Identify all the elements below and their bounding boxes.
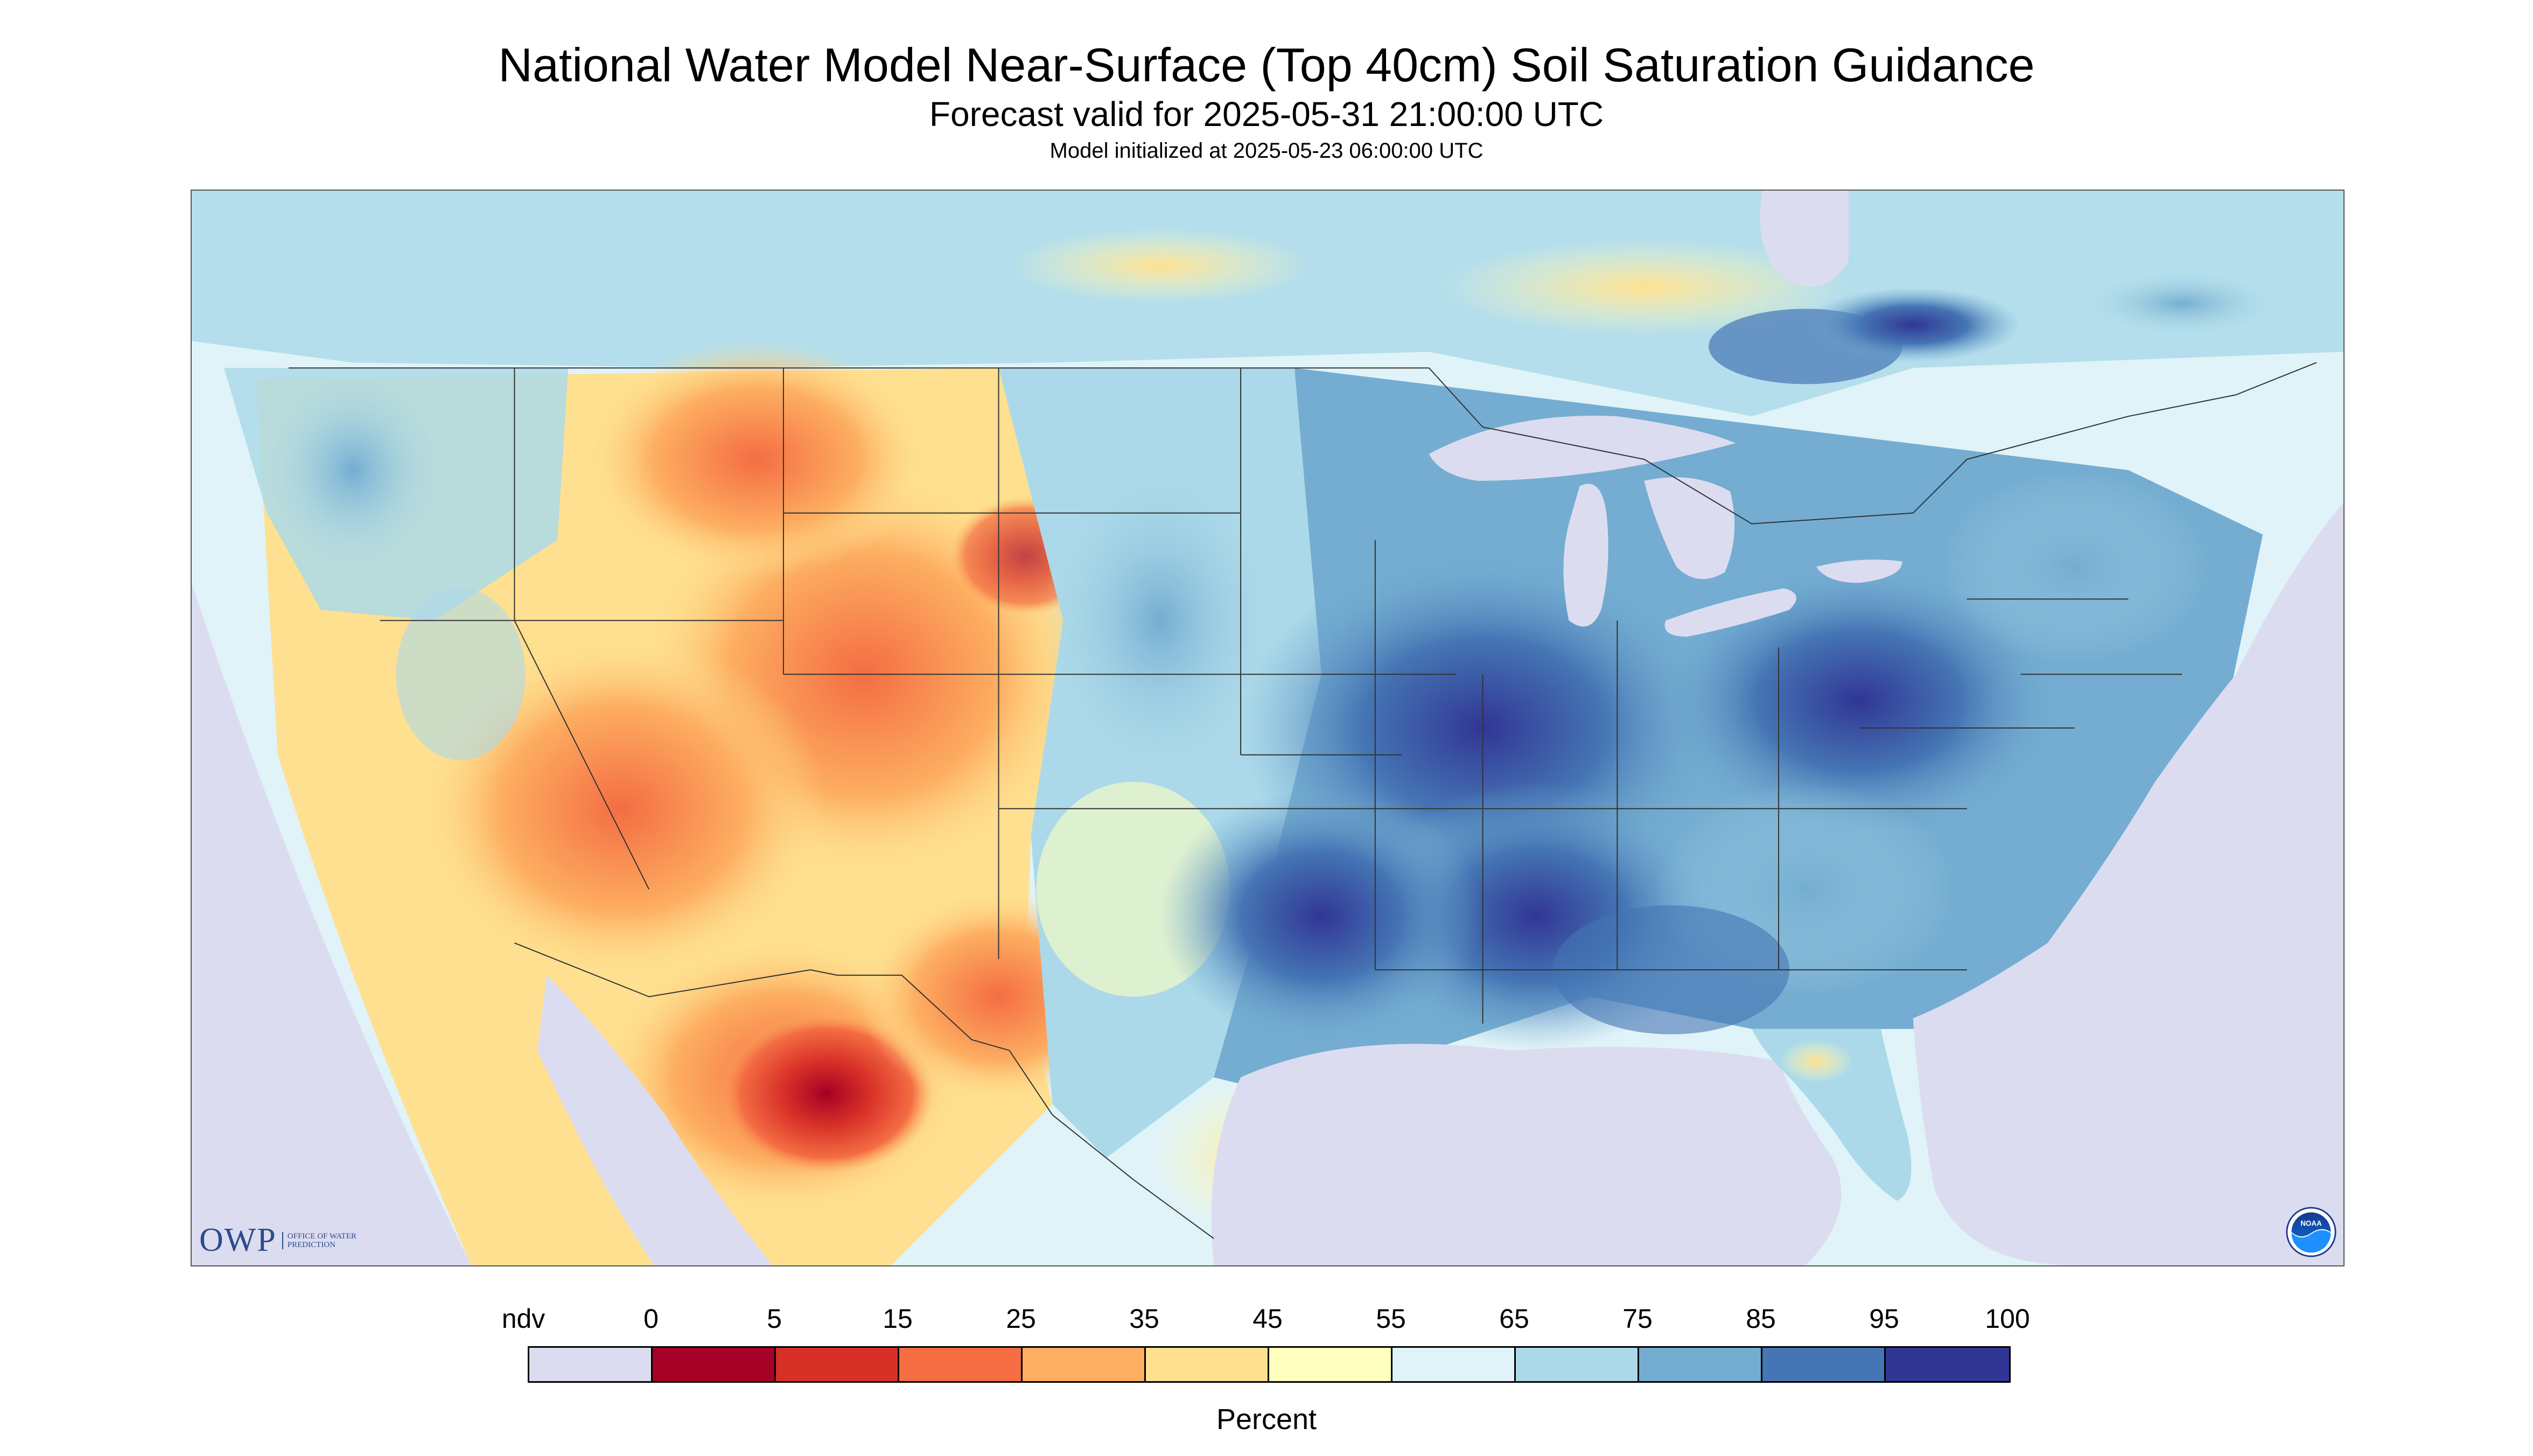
colorbar-swatch: [1639, 1348, 1762, 1381]
colorbar-label: 5: [767, 1304, 782, 1334]
lake-huron: [1644, 477, 1735, 579]
lake-michigan: [1563, 484, 1608, 627]
colorbar-label: 25: [1006, 1304, 1036, 1334]
colorbar-swatch: [1146, 1348, 1269, 1381]
colorbar-swatch: [1269, 1348, 1393, 1381]
colorbar-swatch: [529, 1348, 653, 1381]
lake-erie: [1664, 588, 1796, 637]
chart-title: National Water Model Near-Surface (Top 4…: [498, 38, 2035, 92]
colorbar-label: 75: [1622, 1304, 1653, 1334]
colorbar-label: 100: [1985, 1304, 2030, 1334]
colorbar-label: 45: [1252, 1304, 1283, 1334]
colorbar-swatch: [1762, 1348, 1886, 1381]
colorbar-swatch: [653, 1348, 776, 1381]
colorbar-label: ndv: [501, 1304, 545, 1334]
colorbar-swatch: [1886, 1348, 2009, 1381]
colorbar-swatch: [899, 1348, 1023, 1381]
colorbar-label: 15: [883, 1304, 913, 1334]
colorbar-labels: ndv 0 5 15 25 35 45 55 65 75 85 95 100: [0, 1303, 2533, 1341]
owp-logo-text: OFFICE OF WATER PREDICTION: [282, 1231, 363, 1249]
colorbar-label: 85: [1746, 1304, 1776, 1334]
colorbar-label: 95: [1869, 1304, 1899, 1334]
colorbar-label: 0: [643, 1304, 659, 1334]
colorbar-swatch: [776, 1348, 899, 1381]
gulf-of-mexico: [1211, 1044, 1842, 1265]
noaa-logo: NOAA: [2285, 1206, 2337, 1258]
colorbar-label: 55: [1376, 1304, 1406, 1334]
colorbar-swatch: [1023, 1348, 1146, 1381]
owp-logo: OWP OFFICE OF WATER PREDICTION: [199, 1221, 363, 1259]
james-bay: [1760, 191, 1849, 287]
colorbar: [528, 1346, 2011, 1383]
political-borders: [288, 362, 2317, 1239]
colorbar-swatch: [1393, 1348, 1516, 1381]
colorbar-label: 65: [1499, 1304, 1529, 1334]
colorbar-label: 35: [1129, 1304, 1159, 1334]
forecast-valid-subtitle: Forecast valid for 2025-05-31 21:00:00 U…: [929, 95, 1604, 134]
colorbar-unit: Percent: [1216, 1403, 1317, 1436]
colorbar-swatch: [1516, 1348, 1639, 1381]
lake-ontario: [1816, 559, 1902, 583]
gulf-of-california: [536, 975, 773, 1265]
baja-california: [493, 954, 655, 1265]
noaa-logo-text: NOAA: [2300, 1219, 2322, 1227]
soil-saturation-map: [191, 190, 2345, 1266]
owp-logo-abbr: OWP: [199, 1222, 277, 1258]
model-init-subtitle: Model initialized at 2025-05-23 06:00:00…: [1049, 139, 1484, 163]
atlantic-ocean: [1913, 502, 2343, 1265]
